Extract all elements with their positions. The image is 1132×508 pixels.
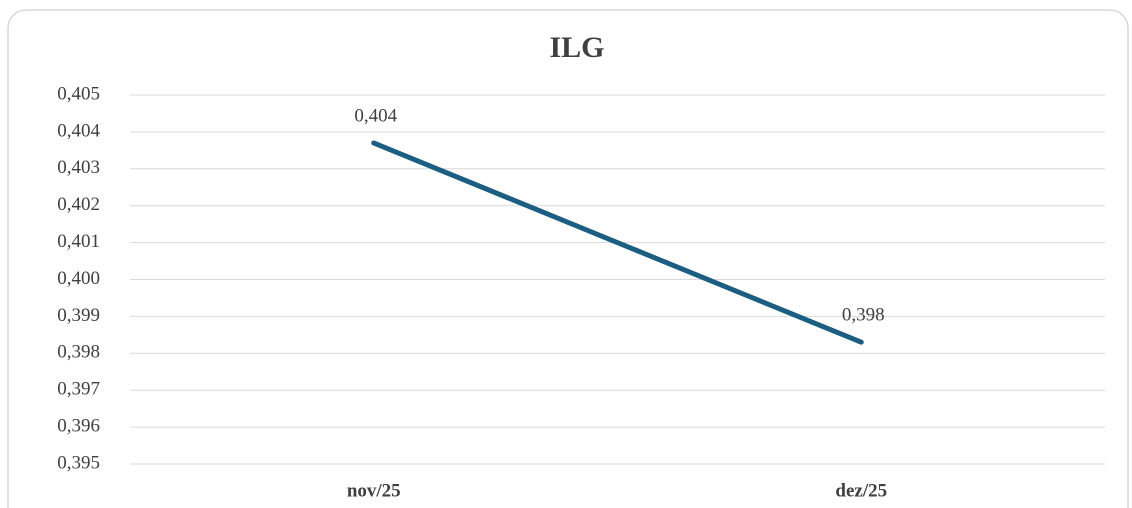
y-tick-label: 0,398 [57, 342, 100, 363]
y-tick-label: 0,395 [57, 452, 100, 473]
y-tick-label: 0,401 [57, 231, 100, 252]
y-tick-label: 0,396 [57, 415, 100, 436]
y-tick-label: 0,400 [57, 268, 100, 289]
chart-title: ILG [549, 31, 604, 64]
chart-frame [7, 9, 1129, 508]
data-label: 0,398 [842, 305, 885, 326]
x-tick-label: dez/25 [835, 480, 887, 501]
data-label: 0,404 [354, 105, 397, 126]
y-tick-label: 0,403 [57, 157, 100, 178]
y-tick-label: 0,402 [57, 194, 100, 215]
y-tick-label: 0,399 [57, 305, 100, 326]
x-tick-label: nov/25 [347, 480, 401, 501]
data-line [371, 140, 864, 345]
y-tick-label: 0,405 [57, 83, 100, 104]
y-tick-label: 0,404 [57, 120, 100, 141]
y-tick-label: 0,397 [57, 379, 100, 400]
